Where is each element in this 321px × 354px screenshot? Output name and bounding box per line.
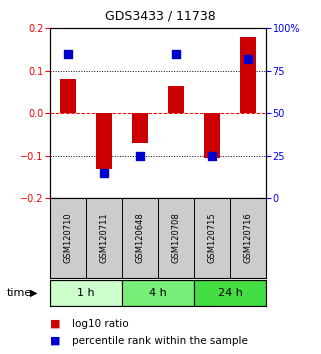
Bar [240, 37, 256, 113]
Bar [50, 280, 122, 306]
Point [65, 51, 70, 57]
Bar [194, 280, 266, 306]
Text: GSM120711: GSM120711 [100, 213, 108, 263]
Text: GSM120648: GSM120648 [135, 213, 144, 263]
Point [246, 56, 251, 62]
Text: log10 ratio: log10 ratio [72, 319, 129, 329]
Text: 1 h: 1 h [77, 288, 95, 298]
Bar [204, 113, 221, 158]
Text: ■: ■ [50, 319, 60, 329]
Bar [96, 113, 112, 169]
Text: ■: ■ [50, 336, 60, 346]
Point [174, 51, 179, 57]
Bar [122, 280, 194, 306]
Text: GSM120715: GSM120715 [208, 213, 217, 263]
Text: GSM120716: GSM120716 [244, 213, 253, 263]
Point [101, 170, 107, 176]
Point [137, 153, 143, 159]
Text: ▶: ▶ [30, 288, 38, 298]
Bar [168, 86, 184, 113]
Text: GSM120710: GSM120710 [63, 213, 72, 263]
Bar [132, 113, 148, 143]
Text: 4 h: 4 h [149, 288, 167, 298]
Text: percentile rank within the sample: percentile rank within the sample [72, 336, 248, 346]
Point [210, 153, 215, 159]
Text: GSM120708: GSM120708 [172, 213, 181, 263]
Text: time: time [6, 288, 32, 298]
Bar [60, 79, 76, 113]
Text: GDS3433 / 11738: GDS3433 / 11738 [105, 10, 216, 23]
Text: 24 h: 24 h [218, 288, 243, 298]
